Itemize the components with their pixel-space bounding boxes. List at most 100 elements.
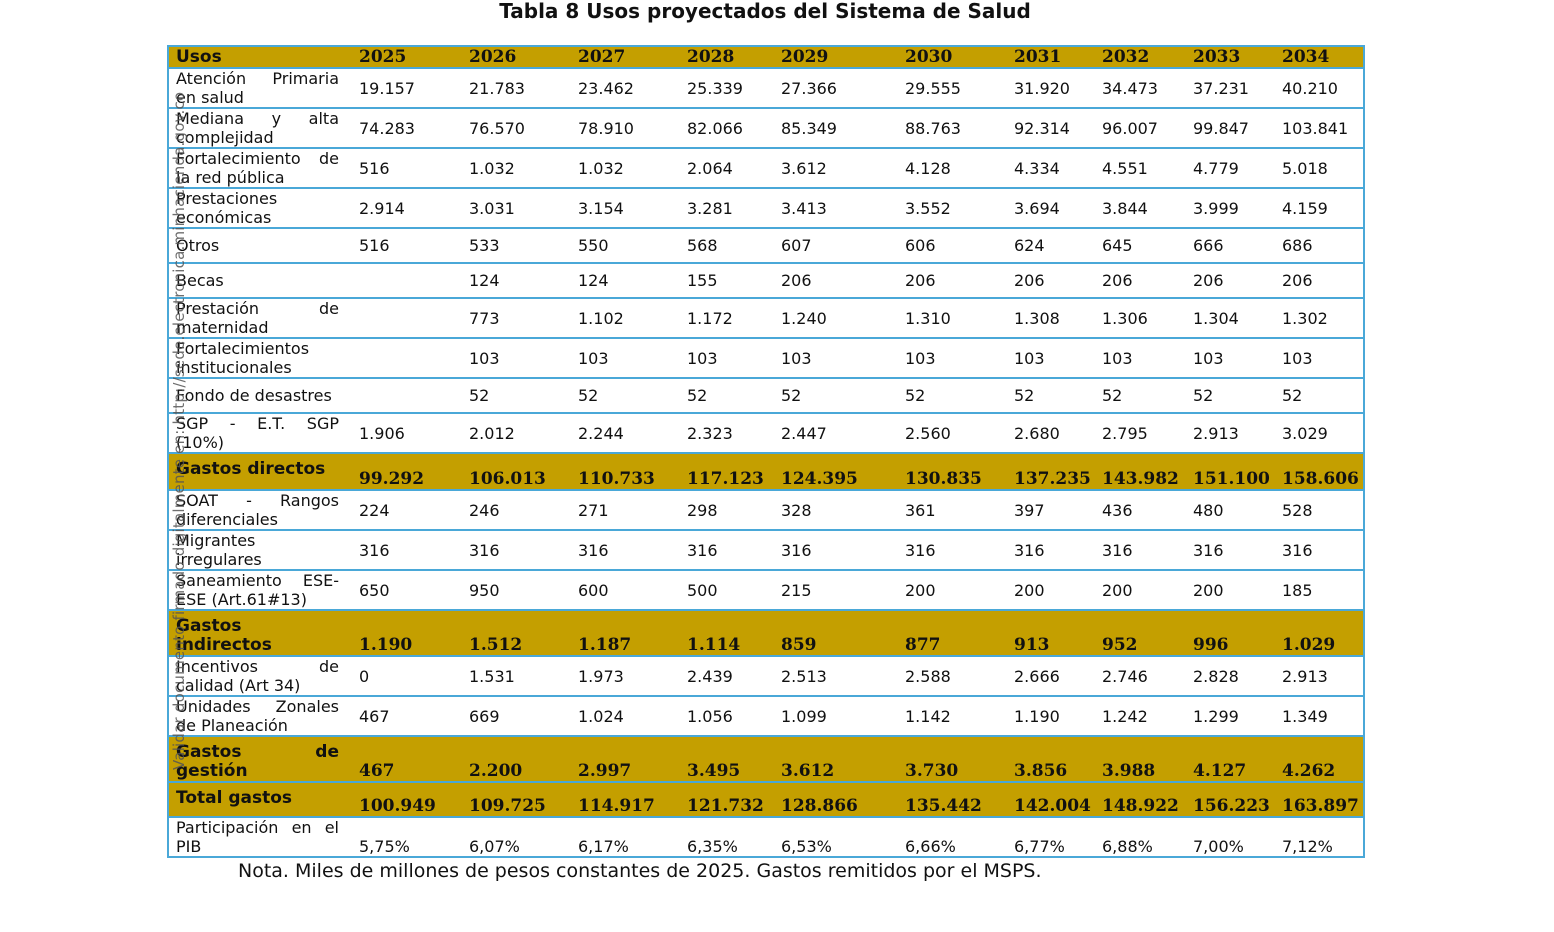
- value-cell: 206: [1187, 262, 1276, 299]
- value-cell: 4.128: [899, 147, 1008, 189]
- value-cell: 40.210: [1276, 67, 1365, 109]
- value-cell: 316: [1096, 529, 1187, 571]
- value-cell: 2.997: [572, 735, 681, 783]
- value-cell: 4.127: [1187, 735, 1276, 783]
- value-cell: 206: [1276, 262, 1365, 299]
- table-row: Otros 516 533 550 568 607 606 624 645 666 686: [167, 227, 1365, 264]
- value-cell: 148.922: [1096, 781, 1187, 818]
- value-cell: 533: [463, 227, 572, 264]
- value-cell: 82.066: [681, 107, 775, 149]
- table-title: Tabla 8 Usos proyectados del Sistema de …: [499, 0, 1031, 23]
- value-cell: 206: [1008, 262, 1096, 299]
- value-cell: 135.442: [899, 781, 1008, 818]
- value-cell: 0: [353, 655, 463, 697]
- value-cell: 2.746: [1096, 655, 1187, 697]
- value-cell: 52: [1008, 377, 1096, 414]
- value-cell: 103: [1008, 337, 1096, 379]
- row-label-cell: Atención Primaria en salud: [167, 67, 353, 109]
- value-cell: 1.099: [775, 695, 899, 737]
- value-cell: 206: [899, 262, 1008, 299]
- table-row: Mediana y alta complejidad 74.283 76.570 78…: [167, 107, 1365, 149]
- value-cell: 215: [775, 569, 899, 611]
- table-row: SGP - E.T. SGP (10%) 1.906 2.012 2.244 2.323…: [167, 412, 1365, 454]
- value-cell: 467: [353, 735, 463, 783]
- value-cell: 92.314: [1008, 107, 1096, 149]
- value-cell: 1.032: [572, 147, 681, 189]
- table-row: SOAT - Rangos diferenciales 224 246 271 298 3…: [167, 489, 1365, 531]
- value-cell: 103: [463, 337, 572, 379]
- value-cell: 206: [1096, 262, 1187, 299]
- value-cell: 316: [1008, 529, 1096, 571]
- value-cell: [353, 337, 463, 379]
- table-row: Incentivos de calidad (Art 34) 0 1.531 1.97…: [167, 655, 1365, 697]
- value-cell: 3.694: [1008, 187, 1096, 229]
- header-year-cell: 2034: [1276, 45, 1365, 69]
- value-cell: 142.004: [1008, 781, 1096, 818]
- value-cell: 1.032: [463, 147, 572, 189]
- value-cell: 568: [681, 227, 775, 264]
- value-cell: 124: [463, 262, 572, 299]
- value-cell: 2.913: [1187, 412, 1276, 454]
- value-cell: 650: [353, 569, 463, 611]
- value-cell: 76.570: [463, 107, 572, 149]
- value-cell: 2.200: [463, 735, 572, 783]
- value-cell: 114.917: [572, 781, 681, 818]
- value-cell: 103: [681, 337, 775, 379]
- value-cell: 1.190: [353, 609, 463, 657]
- header-year-cell: 2030: [899, 45, 1008, 69]
- value-cell: 124: [572, 262, 681, 299]
- value-cell: 2.913: [1276, 655, 1365, 697]
- value-cell: 34.473: [1096, 67, 1187, 109]
- value-cell: [353, 262, 463, 299]
- value-cell: 316: [463, 529, 572, 571]
- value-cell: 298: [681, 489, 775, 531]
- value-cell: 516: [353, 227, 463, 264]
- subtotal-row: Gastos de gestión 467 2.200 2.997 3.495 3.612…: [167, 735, 1365, 783]
- value-cell: 480: [1187, 489, 1276, 531]
- table-note: Nota. Miles de millones de pesos constan…: [238, 860, 1042, 882]
- value-cell: 124.395: [775, 452, 899, 491]
- row-label-cell: Gastos indirectos: [167, 609, 353, 657]
- value-cell: 88.763: [899, 107, 1008, 149]
- value-cell: 85.349: [775, 107, 899, 149]
- value-cell: 74.283: [353, 107, 463, 149]
- value-cell: 3.612: [775, 735, 899, 783]
- value-cell: 1.906: [353, 412, 463, 454]
- value-cell: 200: [1008, 569, 1096, 611]
- table-row: Unidades Zonales de Planeación 467 669 1.02…: [167, 695, 1365, 737]
- row-label-cell: Mediana y alta complejidad: [167, 107, 353, 149]
- value-cell: 1.302: [1276, 297, 1365, 339]
- value-cell: 316: [681, 529, 775, 571]
- value-cell: 156.223: [1187, 781, 1276, 818]
- value-cell: 877: [899, 609, 1008, 657]
- value-cell: 2.244: [572, 412, 681, 454]
- row-label-cell: Fortalecimientos institucionales: [167, 337, 353, 379]
- value-cell: 1.172: [681, 297, 775, 339]
- value-cell: 1.142: [899, 695, 1008, 737]
- row-label-cell: SOAT - Rangos diferenciales: [167, 489, 353, 531]
- value-cell: 1.531: [463, 655, 572, 697]
- value-cell: 361: [899, 489, 1008, 531]
- value-cell: 52: [1187, 377, 1276, 414]
- value-cell: 1.310: [899, 297, 1008, 339]
- value-cell: 1.973: [572, 655, 681, 697]
- value-cell: 100.949: [353, 781, 463, 818]
- row-label-cell: Unidades Zonales de Planeación: [167, 695, 353, 737]
- digital-signature-watermark: Validar documento firmado digitalmente e…: [170, 91, 188, 770]
- table-row: Participación en el PIB 5,75% 6,07% 6,17% 6,…: [167, 816, 1365, 858]
- value-cell: 4.159: [1276, 187, 1365, 229]
- value-cell: 206: [775, 262, 899, 299]
- row-label-cell: Gastos directos: [167, 452, 353, 491]
- value-cell: 2.914: [353, 187, 463, 229]
- value-cell: 1.056: [681, 695, 775, 737]
- table-row: Prestaciones económicas 2.914 3.031 3.154 3.…: [167, 187, 1365, 229]
- value-cell: 185: [1276, 569, 1365, 611]
- value-cell: 3.281: [681, 187, 775, 229]
- value-cell: 5.018: [1276, 147, 1365, 189]
- value-cell: 52: [681, 377, 775, 414]
- value-cell: 103: [1096, 337, 1187, 379]
- value-cell: 316: [1276, 529, 1365, 571]
- value-cell: 1.190: [1008, 695, 1096, 737]
- value-cell: 52: [1096, 377, 1187, 414]
- value-cell: 500: [681, 569, 775, 611]
